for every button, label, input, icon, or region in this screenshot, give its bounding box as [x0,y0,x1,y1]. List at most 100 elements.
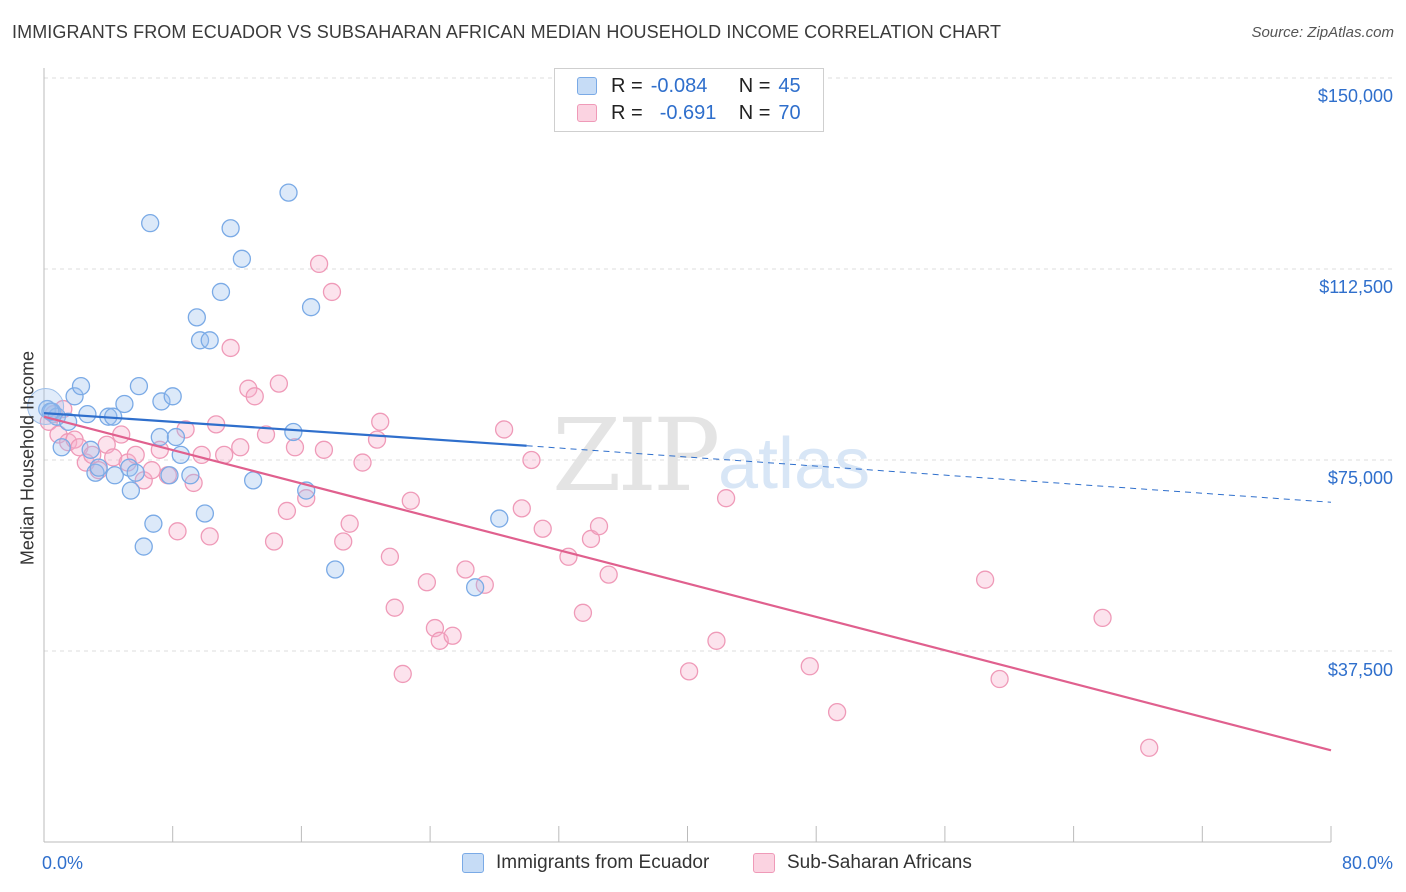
data-point-subsaharan [264,532,284,551]
data-point-ecuador [195,504,215,523]
data-point-subsaharan [200,527,219,546]
data-point-subsaharan [975,570,995,589]
data-point-ecuador [279,183,298,202]
data-point-subsaharan [393,664,412,684]
data-point-subsaharan [277,501,297,521]
data-point-subsaharan [176,420,195,439]
data-point-subsaharan [334,532,353,551]
data-point-ecuador [52,438,71,457]
data-point-ecuador [181,466,200,485]
legend-r-label: R = [611,101,643,124]
trend-lines [43,412,1332,752]
data-point-subsaharan [533,519,552,538]
data-point-subsaharan [456,560,475,579]
data-point-ecuador [152,392,171,411]
data-point-subsaharan [221,338,240,358]
data-point-ecuador [129,376,149,396]
data-point-ecuador [284,422,303,442]
data-point-ecuador [81,440,100,459]
data-point-ecuador-large [27,388,65,426]
data-point-subsaharan [353,453,372,472]
data-point-subsaharan [401,491,420,510]
data-point-ecuador [65,387,84,406]
data-point-ecuador [134,537,153,556]
series-legend: Immigrants from Ecuador Sub-Saharan Afri… [0,852,1406,876]
x-tick-label-right: 80.0% [1341,853,1393,873]
data-point-ecuador [190,331,210,350]
data-point-ecuador [166,427,186,447]
trend-line-ecuador-extension [526,445,1332,503]
data-point-ecuador [301,298,321,317]
legend-swatch-blue [577,77,597,95]
data-point-subsaharan [417,573,437,592]
gridlines [44,77,1395,652]
legend-n-value: 45 [778,74,801,97]
data-point-ecuador [115,394,134,414]
data-point-subsaharan [679,662,699,681]
data-point-ecuador [160,466,179,485]
data-point-subsaharan [589,517,609,536]
legend-swatch-pink [753,853,775,873]
data-point-ecuador [232,249,252,268]
data-point-ecuador [326,560,345,579]
data-point-ecuador [71,376,91,396]
legend-item-ecuador[interactable]: Immigrants from Ecuador [462,852,709,874]
data-point-subsaharan [340,514,359,533]
data-point-ecuador [163,387,182,406]
data-point-ecuador [86,463,105,482]
data-point-subsaharan [385,598,404,617]
data-point-ecuador [41,402,60,421]
data-point-subsaharan [707,631,726,650]
data-point-subsaharan [380,547,400,566]
legend-r-value: -0.084 [650,74,708,97]
data-point-subsaharan [269,374,289,393]
legend-item-subsaharan[interactable]: Sub-Saharan Africans [753,852,972,874]
legend-n-value: 70 [778,101,801,124]
data-point-subsaharan [297,489,316,508]
y-tick-label-112500: $112,500 [1319,277,1393,297]
series-ecuador-points [27,183,509,597]
data-point-ecuador [200,331,219,350]
data-point-subsaharan [1093,608,1112,628]
data-point-ecuador [243,471,263,490]
data-point-subsaharan [573,603,593,622]
data-point-subsaharan [443,626,462,645]
data-point-ecuador [105,466,124,485]
data-point-subsaharan [716,489,736,508]
legend-n-label: N = [738,101,771,124]
data-point-subsaharan [231,438,250,457]
data-point-ecuador [187,308,206,327]
data-point-ecuador [171,445,190,465]
data-point-subsaharan [599,565,618,584]
data-point-subsaharan [494,420,514,439]
watermark-atlas: atlas [718,424,870,504]
legend-label: Immigrants from Ecuador [496,852,710,873]
data-point-subsaharan [990,669,1009,689]
data-point-ecuador [465,578,485,597]
correlation-legend: R = -0.084 N = 45 R = -0.691 N = 70 [554,68,824,132]
x-tick-label-left: 0.0% [42,853,84,873]
data-point-ecuador [78,405,97,424]
legend-row-ecuador: R = -0.084 N = 45 [577,74,801,98]
data-point-subsaharan [256,425,276,444]
legend-label: Sub-Saharan Africans [787,852,972,873]
data-point-subsaharan [1140,738,1159,757]
chart-title: IMMIGRANTS FROM ECUADOR VS SUBSAHARAN AF… [12,22,1002,42]
data-point-subsaharan [371,412,390,431]
legend-r-value: -0.691 [659,101,717,124]
legend-swatch-pink [577,104,597,122]
data-point-subsaharan [522,450,541,470]
data-point-subsaharan [367,430,387,449]
y-tick-label-150000: $150,000 [1317,86,1393,106]
trend-line-subsaharan [43,415,1332,752]
data-point-subsaharan [309,254,329,274]
trend-line-ecuador [43,412,527,447]
data-point-ecuador [126,463,145,482]
data-point-ecuador [141,214,160,233]
data-point-subsaharan [168,522,187,541]
y-tick-label-37500: $37,500 [1327,660,1393,680]
legend-swatch-blue [462,853,484,873]
legend-row-subsaharan: R = -0.691 N = 70 [577,101,801,125]
data-point-subsaharan [314,440,334,459]
